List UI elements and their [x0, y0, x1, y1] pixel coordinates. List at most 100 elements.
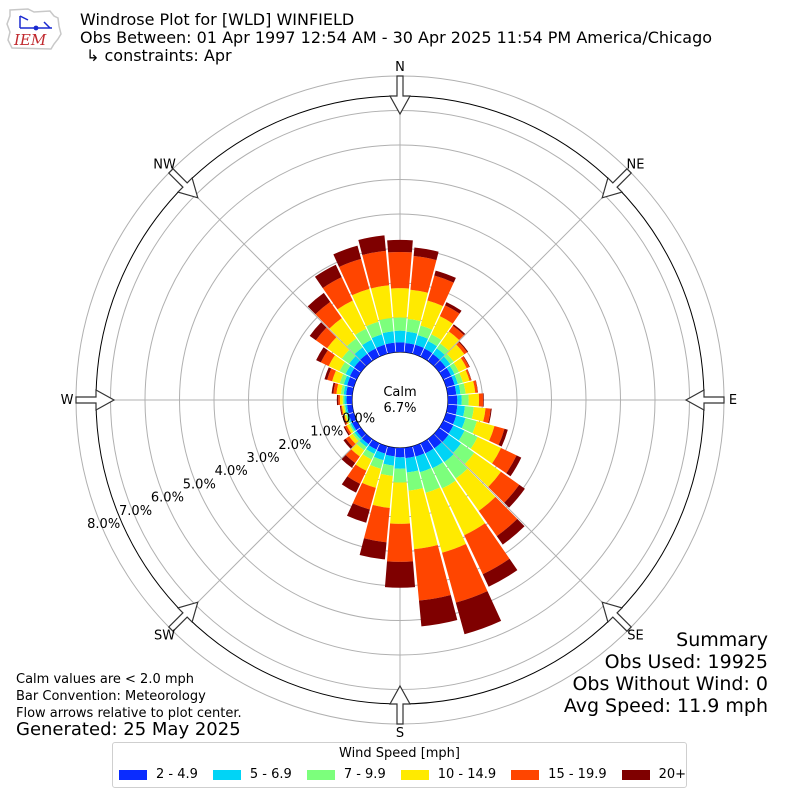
direction-arrow-icon [601, 601, 633, 633]
bar-segment [339, 361, 351, 375]
bar-segment [345, 449, 360, 464]
bar-segment [436, 343, 449, 355]
bar-segment [343, 415, 348, 425]
bar-segment [315, 327, 337, 349]
bar-segment [341, 476, 361, 493]
bar-segment [346, 503, 370, 523]
constraints-label: ↳ constraints: Apr [86, 46, 232, 65]
bar-segment [371, 334, 385, 348]
bar-segment [405, 456, 419, 473]
bar-segment [372, 473, 393, 508]
bar-segment [368, 439, 380, 450]
bar-segment [483, 408, 491, 423]
bar-segment [442, 544, 488, 603]
bar-segment [346, 386, 354, 396]
bar-segment [425, 487, 466, 553]
bar-segment [351, 420, 361, 431]
grid-spoke [184, 433, 367, 616]
legend-swatch [511, 769, 540, 780]
bar-segment [343, 385, 348, 395]
direction-arrow-icon [388, 684, 412, 725]
legend-item: 15 - 19.9 [511, 767, 607, 782]
bar-segment [343, 405, 347, 415]
bar-segment [340, 385, 346, 395]
bar-segment [461, 394, 469, 406]
bar-segment [458, 430, 478, 449]
radial-tick-label: 2.0% [278, 438, 311, 453]
bar-segment [338, 395, 341, 405]
compass-label: S [396, 726, 404, 741]
legend-swatch [306, 769, 335, 780]
legend-label: 10 - 14.9 [437, 767, 497, 782]
bar-segment [434, 442, 454, 463]
bar-segment [455, 468, 496, 511]
grid-spoke [184, 184, 367, 367]
bar-segment [345, 436, 356, 447]
bar-segment [470, 436, 502, 464]
compass-label: SW [154, 628, 175, 643]
legend-title: Wind Speed [mph] [339, 746, 460, 761]
bar-segment [339, 405, 343, 416]
bar-segment [453, 358, 467, 373]
summary-avg-speed: Avg Speed: 11.9 mph [563, 695, 768, 717]
bar-segment [351, 444, 365, 457]
compass-label: SE [627, 628, 643, 643]
bar-segment [359, 538, 387, 560]
bar-segment [394, 457, 406, 469]
bar-segment [341, 455, 356, 468]
bar-segment [463, 356, 470, 368]
bar-segment [406, 318, 421, 334]
bar-segment [446, 404, 458, 415]
obs-period: Obs Between: 01 Apr 1997 12:54 AM - 30 A… [80, 28, 713, 47]
compass-label: NE [626, 158, 644, 173]
summary-obs-without-wind: Obs Without Wind: 0 [572, 673, 768, 695]
calm-value: 6.7% [383, 401, 416, 416]
bar-segment [496, 518, 525, 545]
bar-segment [455, 591, 502, 635]
bar-segment [347, 404, 354, 414]
bar-segment [410, 256, 437, 293]
direction-arrow-icon [684, 388, 725, 412]
bar-segment [424, 341, 438, 354]
bar-segment [320, 350, 335, 367]
bar-segment [382, 331, 395, 345]
bar-segment [342, 395, 345, 405]
bar-segment [356, 427, 366, 438]
bar-segment [356, 441, 367, 451]
direction-arrow-icon [167, 167, 199, 199]
bar-segment [448, 325, 464, 341]
bar-segment [315, 301, 342, 329]
bar-segment [366, 445, 377, 454]
bar-segment [347, 414, 352, 423]
bar-segment [463, 406, 474, 419]
bar-segment [460, 356, 470, 369]
bar-segment [420, 300, 443, 330]
bar-segment [434, 360, 446, 373]
bar-segment [362, 449, 375, 460]
bar-segment [367, 348, 380, 361]
bar-segment [504, 484, 525, 508]
bar-segment [465, 369, 472, 381]
bar-segment [343, 426, 350, 436]
bar-segment [387, 239, 413, 253]
bar-segment [414, 544, 451, 601]
bar-segment [412, 344, 424, 357]
bar-segment [385, 446, 396, 457]
bar-segment [404, 342, 415, 354]
bar-segment [366, 321, 382, 339]
bar-segment [413, 247, 439, 261]
bar-segment [390, 482, 410, 524]
bar-segment [419, 468, 441, 493]
bar-segment [352, 482, 376, 510]
bar-segment [380, 463, 394, 476]
bar-segment [444, 454, 468, 479]
bar-segment [443, 412, 457, 425]
bar-segment [463, 380, 476, 394]
bar-segment [425, 448, 443, 469]
bar-convention-note: Bar Convention: Meteorology [16, 689, 206, 704]
direction-arrow-icon [75, 388, 116, 412]
bar-segment [482, 393, 484, 407]
bar-segment [420, 348, 433, 361]
bar-segment [370, 456, 384, 469]
